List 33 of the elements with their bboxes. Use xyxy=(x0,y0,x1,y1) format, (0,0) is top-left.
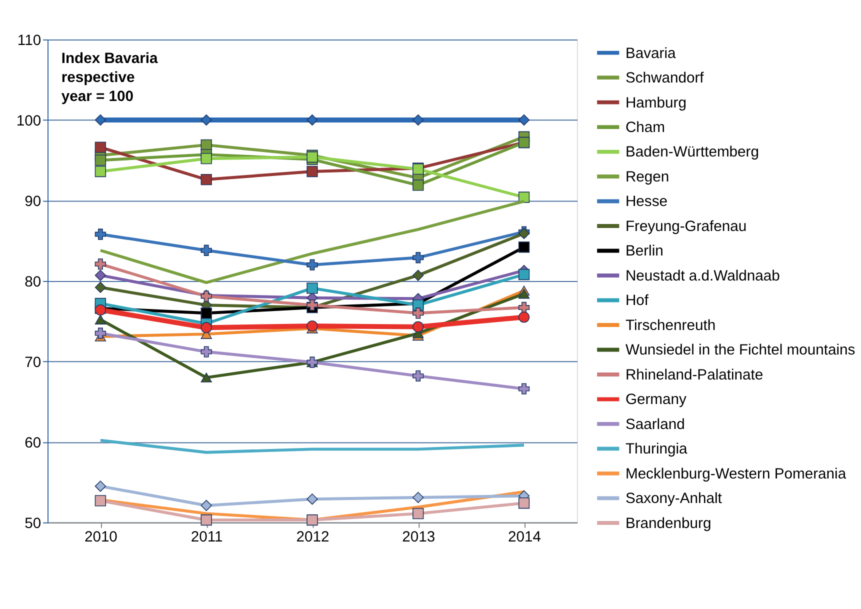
legend-label: Saarland xyxy=(625,416,685,433)
legend-label: Thuringia xyxy=(625,442,688,458)
legend-label: Bavaria xyxy=(625,46,676,62)
y-tick-label: 80 xyxy=(24,274,42,290)
x-tick-label: 2013 xyxy=(402,530,436,546)
legend-label: Regen xyxy=(625,169,670,186)
x-tick-label: 2011 xyxy=(190,530,223,546)
x-tick-label: 2010 xyxy=(84,530,118,546)
y-tick-label: 70 xyxy=(24,354,42,371)
legend-label: Berlin xyxy=(625,244,664,260)
legend-label: Baden-Württemberg xyxy=(625,144,759,161)
legend-label: Hamburg xyxy=(625,95,686,112)
y-tick-label: 90 xyxy=(24,194,42,210)
legend-label: Wunsiedel in the Fichtel mountains xyxy=(625,342,856,359)
legend-label: Hesse xyxy=(625,194,668,210)
legend-label: Brandenburg xyxy=(625,516,712,532)
legend-label: Freyung-Grafenau xyxy=(625,218,747,235)
y-tick-label: 100 xyxy=(16,113,42,130)
legend-label: Hof xyxy=(625,293,650,310)
y-tick-label: 50 xyxy=(24,516,42,532)
annotation: Index Bavaria respective year = 100 xyxy=(61,51,159,105)
legend-label: Neustadt a.d.Waldnaab xyxy=(625,268,780,284)
legend-label: Germany xyxy=(625,392,688,408)
x-tick-label: 2014 xyxy=(508,530,542,546)
legend-label: Mecklenburg-Western Pomerania xyxy=(625,466,847,482)
x-tick-label: 2012 xyxy=(296,530,330,546)
legend-label: Schwandorf xyxy=(625,70,705,87)
legend-label: Tirschenreuth xyxy=(625,318,716,334)
legend-label: Cham xyxy=(625,120,666,136)
legend-label: Rhineland-Palatinate xyxy=(625,367,764,384)
legend-label: Saxony-Anhalt xyxy=(625,491,723,508)
y-tick-label: 60 xyxy=(24,435,42,452)
y-tick-label: 110 xyxy=(17,32,42,49)
